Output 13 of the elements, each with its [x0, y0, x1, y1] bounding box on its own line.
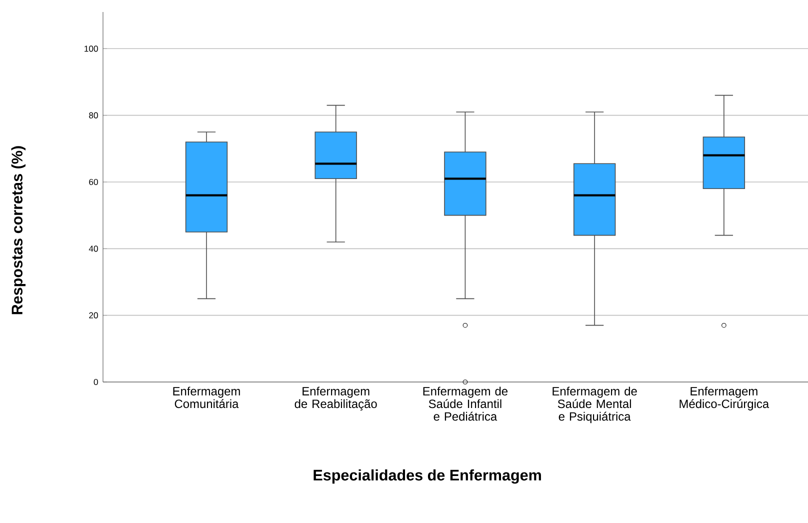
y-tick-label: 60 [89, 178, 98, 186]
y-axis-title: Respostas corretas (%) [11, 146, 26, 314]
x-tick-label: Enfermagem de Saúde Mental e Psiquiátrica [552, 386, 637, 424]
y-tick-label: 20 [89, 312, 98, 318]
y-tick-label: 100 [84, 46, 98, 52]
x-tick-label: Enfermagem de Reabilitação [294, 386, 377, 411]
x-tick-label: Enfermagem Médico-Cirúrgica [680, 386, 770, 410]
x-axis-title: Especialidades de Enfermagem [314, 469, 541, 484]
y-tick-label: 0 [94, 378, 98, 386]
y-tick-label: 80 [89, 112, 98, 118]
y-tick-label: 40 [88, 246, 98, 252]
x-tick-label: Enfermagem de Saúde Infantil e Pediátrica [423, 386, 508, 421]
x-tick-label: Enfermagem Comunitária [173, 386, 240, 408]
